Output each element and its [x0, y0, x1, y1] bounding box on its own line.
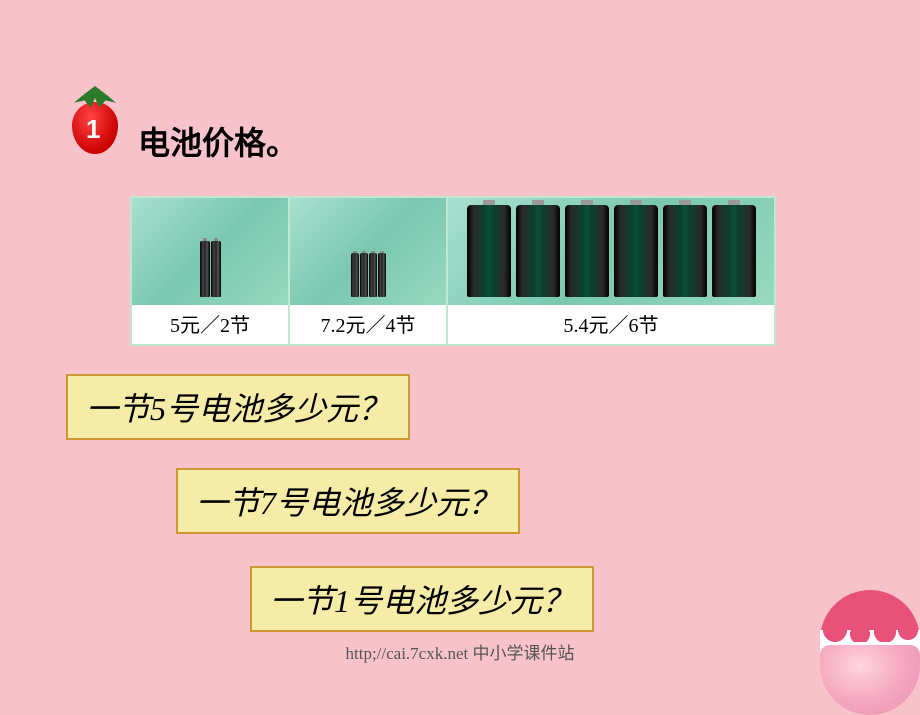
battery-group-2: 7.2元／4节 — [290, 198, 448, 344]
battery-icon — [663, 205, 707, 297]
question-3: 一节1号电池多少元？ — [250, 566, 594, 632]
question-1: 一节5号电池多少元？ — [66, 374, 410, 440]
strawberry-number: 1 — [86, 114, 100, 145]
battery-icon — [369, 253, 377, 297]
battery-group-3: 5.4元／6节 — [448, 198, 774, 344]
price-label-2: 7.2元／4节 — [321, 309, 416, 338]
price-label-1: 5元／2节 — [170, 309, 250, 338]
battery-image-3 — [448, 198, 774, 305]
price-label-3: 5.4元／6节 — [564, 309, 659, 338]
battery-group-1: 5元／2节 — [132, 198, 290, 344]
battery-icon — [360, 253, 368, 297]
battery-image-2 — [290, 198, 446, 305]
strawberry-icon: 1 — [68, 84, 122, 158]
battery-icon — [211, 241, 221, 297]
battery-icon — [200, 241, 210, 297]
battery-icon — [614, 205, 658, 297]
question-2: 一节7号电池多少元？ — [176, 468, 520, 534]
battery-icon — [516, 205, 560, 297]
battery-icon — [378, 253, 386, 297]
battery-icon — [565, 205, 609, 297]
balloon-body — [820, 645, 920, 715]
battery-icon — [351, 253, 359, 297]
footer-link: http;//cai.7cxk.net 中小学课件站 — [346, 639, 575, 664]
battery-icon — [467, 205, 511, 297]
page-title: 电池价格。 — [138, 118, 298, 164]
balloon-decoration — [810, 590, 920, 710]
battery-image-1 — [132, 198, 288, 305]
battery-price-panel: 5元／2节 7.2元／4节 5.4元／6节 — [130, 196, 776, 346]
battery-icon — [712, 205, 756, 297]
